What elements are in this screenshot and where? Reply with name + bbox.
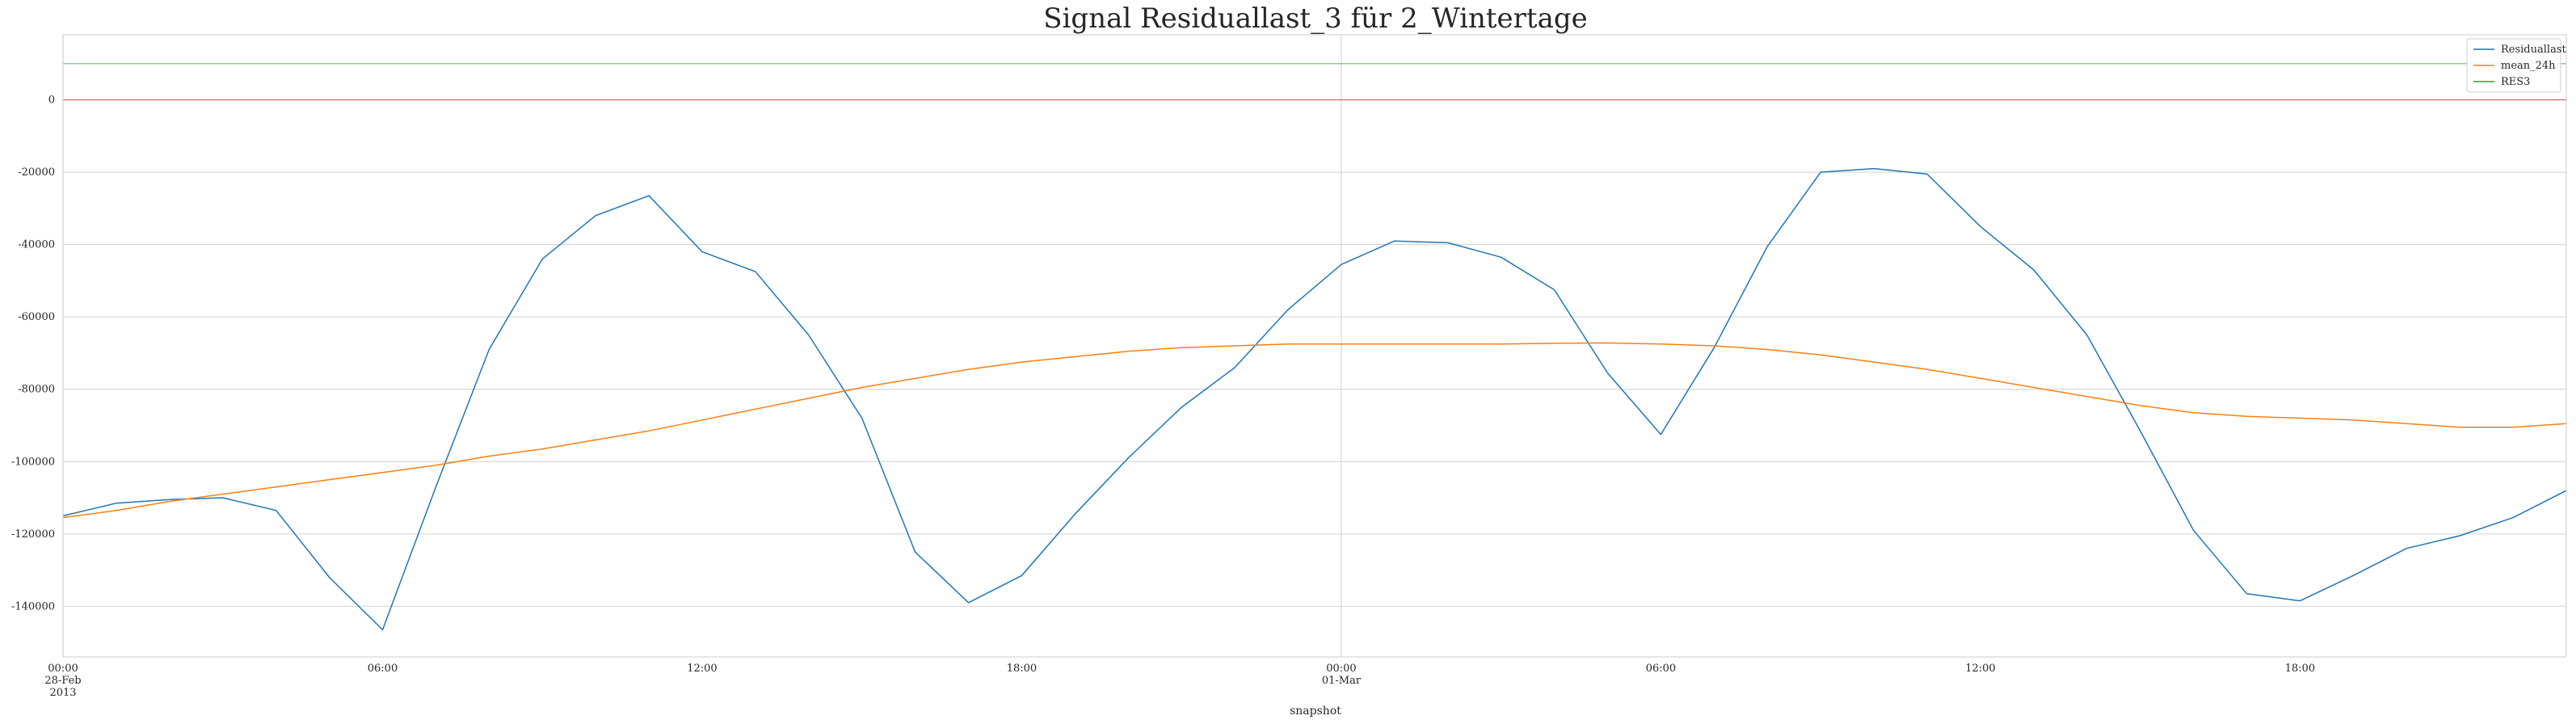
y-tick-label: -100000 [11, 456, 55, 468]
legend-label: mean_24h [2501, 60, 2556, 72]
x-tick-label: 28-Feb [44, 675, 81, 687]
x-tick-label: 18:00 [1007, 663, 1037, 675]
reference-lines [63, 63, 2566, 101]
legend-label: RES3 [2501, 76, 2530, 88]
y-tick-label: -20000 [18, 166, 55, 179]
y-tick-label: -40000 [18, 239, 55, 251]
x-tick-label: 2013 [49, 687, 76, 699]
y-tick-label: 0 [48, 95, 55, 107]
x-tick-label: 01-Mar [1322, 675, 1362, 687]
x-tick-label: 12:00 [687, 663, 717, 675]
x-axis-label: snapshot [1290, 705, 1341, 718]
series-line-residuallast [62, 167, 2567, 631]
x-tick-label: 06:00 [368, 663, 398, 675]
x-tick-label: 06:00 [1646, 663, 1676, 675]
x-tick-label: 00:00 [48, 663, 78, 675]
y-tick-label: -140000 [11, 600, 55, 612]
x-tick-label: 12:00 [1965, 663, 1995, 675]
y-tick-label: -80000 [18, 384, 55, 396]
grid-lines [62, 35, 2566, 657]
y-tick-label: -60000 [18, 311, 55, 323]
y-tick-label: -120000 [11, 528, 55, 541]
chart-title: Signal Residuallast_3 für 2_Wintertage [1043, 2, 1587, 35]
plot-frame [62, 34, 2567, 658]
series-line-mean-24h [62, 342, 2567, 519]
x-tick-label: 18:00 [2285, 663, 2315, 675]
y-tick-labels: 0 -20000 -40000 -60000 -80000 -100000 -120000 -… [11, 95, 55, 613]
x-tick-label: 00:00 [1326, 663, 1356, 675]
legend-label: Residuallast [2501, 44, 2566, 56]
legend: Residuallast mean_24h RES3 [2466, 38, 2566, 93]
series-lines [62, 167, 2567, 631]
legend-box [2466, 38, 2561, 93]
